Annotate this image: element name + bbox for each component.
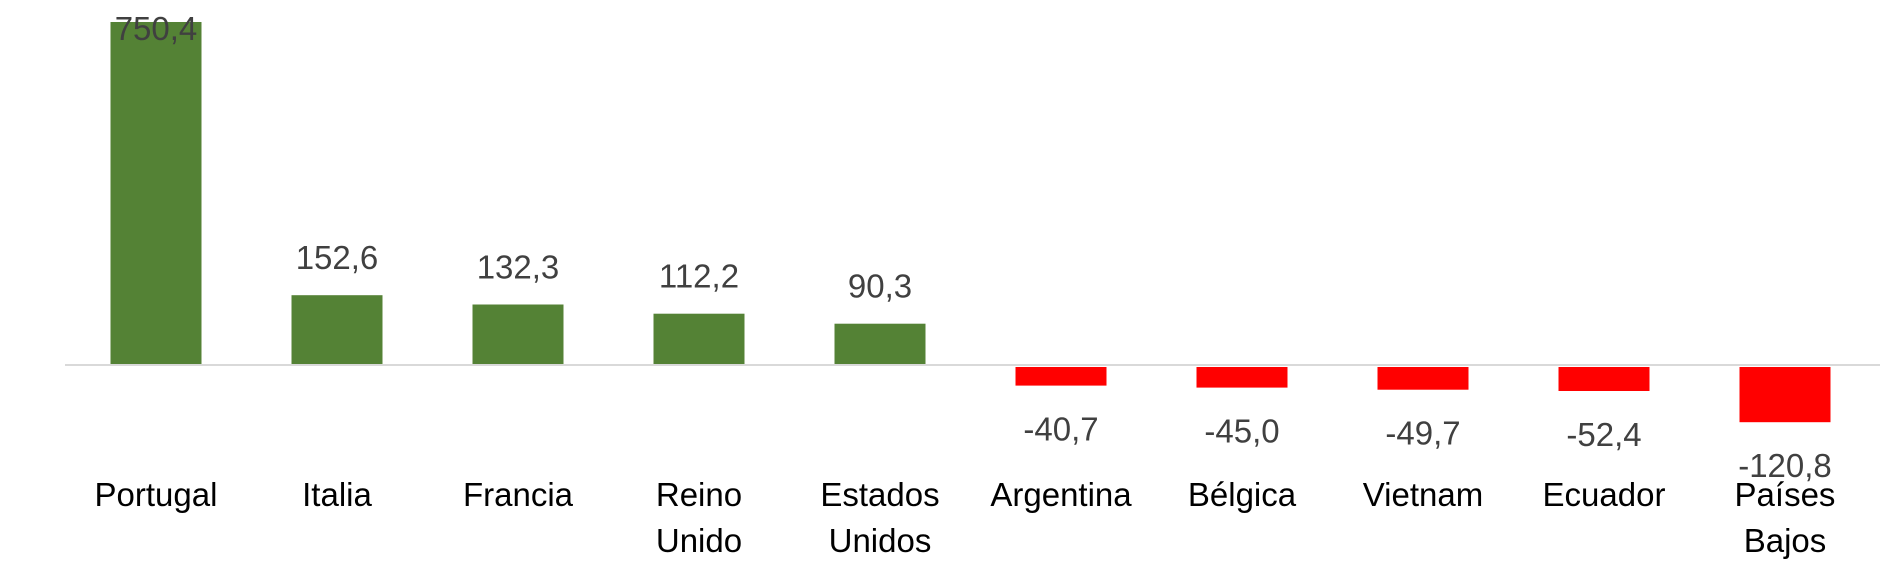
bars-group [110,22,1831,423]
category-label-line: Bélgica [1188,476,1297,513]
category-label-line: Italia [302,476,372,513]
category-label-line: Argentina [990,476,1132,513]
category-label-line: Reino [656,476,742,513]
category-label-line: Bajos [1744,522,1827,559]
category-label-francia: Francia [463,476,574,513]
category-labels-group: Portugal Italia Francia Reino Unido Estados Un… [95,476,1836,559]
category-label-estados-unidos: Estados Unidos [820,476,939,559]
data-label-francia: 132,3 [477,249,560,286]
category-label-line: Ecuador [1543,476,1666,513]
bar-portugal [110,22,202,365]
data-label-vietnam: -49,7 [1385,415,1460,452]
category-label-ecuador: Ecuador [1543,476,1666,513]
bar-reino-unido [653,313,745,365]
bar-italia [291,295,383,365]
data-label-paises-bajos: -120,8 [1738,447,1832,484]
category-label-argentina: Argentina [990,476,1132,513]
category-label-line: Países [1735,476,1836,513]
category-label-line: Vietnam [1363,476,1483,513]
category-label-portugal: Portugal [95,476,218,513]
category-label-reino-unido: Reino Unido [656,476,742,559]
category-label-vietnam: Vietnam [1363,476,1483,513]
bar-vietnam [1377,367,1469,390]
category-label-italia: Italia [302,476,372,513]
data-label-estados-unidos: 90,3 [848,268,912,305]
bar-argentina [1015,367,1107,386]
data-label-italia: 152,6 [296,239,379,276]
data-label-belgica: -45,0 [1204,413,1279,450]
data-label-reino-unido: 112,2 [659,258,739,295]
bar-paises-bajos [1739,367,1831,423]
bar-francia [472,304,564,365]
category-label-line: Francia [463,476,574,513]
category-label-line: Estados [820,476,939,513]
bar-ecuador [1558,367,1650,391]
data-label-ecuador: -52,4 [1566,416,1641,453]
data-label-argentina: -40,7 [1023,411,1098,448]
category-label-paises-bajos: Países Bajos [1735,476,1836,559]
category-label-line: Unido [656,522,742,559]
category-label-line: Unidos [829,522,932,559]
category-label-line: Portugal [95,476,218,513]
value-labels-group: 750,4 152,6 132,3 112,2 90,3 -40,7 -45,0 -49,7 -… [115,10,1832,484]
category-label-belgica: Bélgica [1188,476,1297,513]
bar-belgica [1196,367,1288,388]
data-label-portugal: 750,4 [115,10,198,47]
bar-estados-unidos [834,323,926,365]
